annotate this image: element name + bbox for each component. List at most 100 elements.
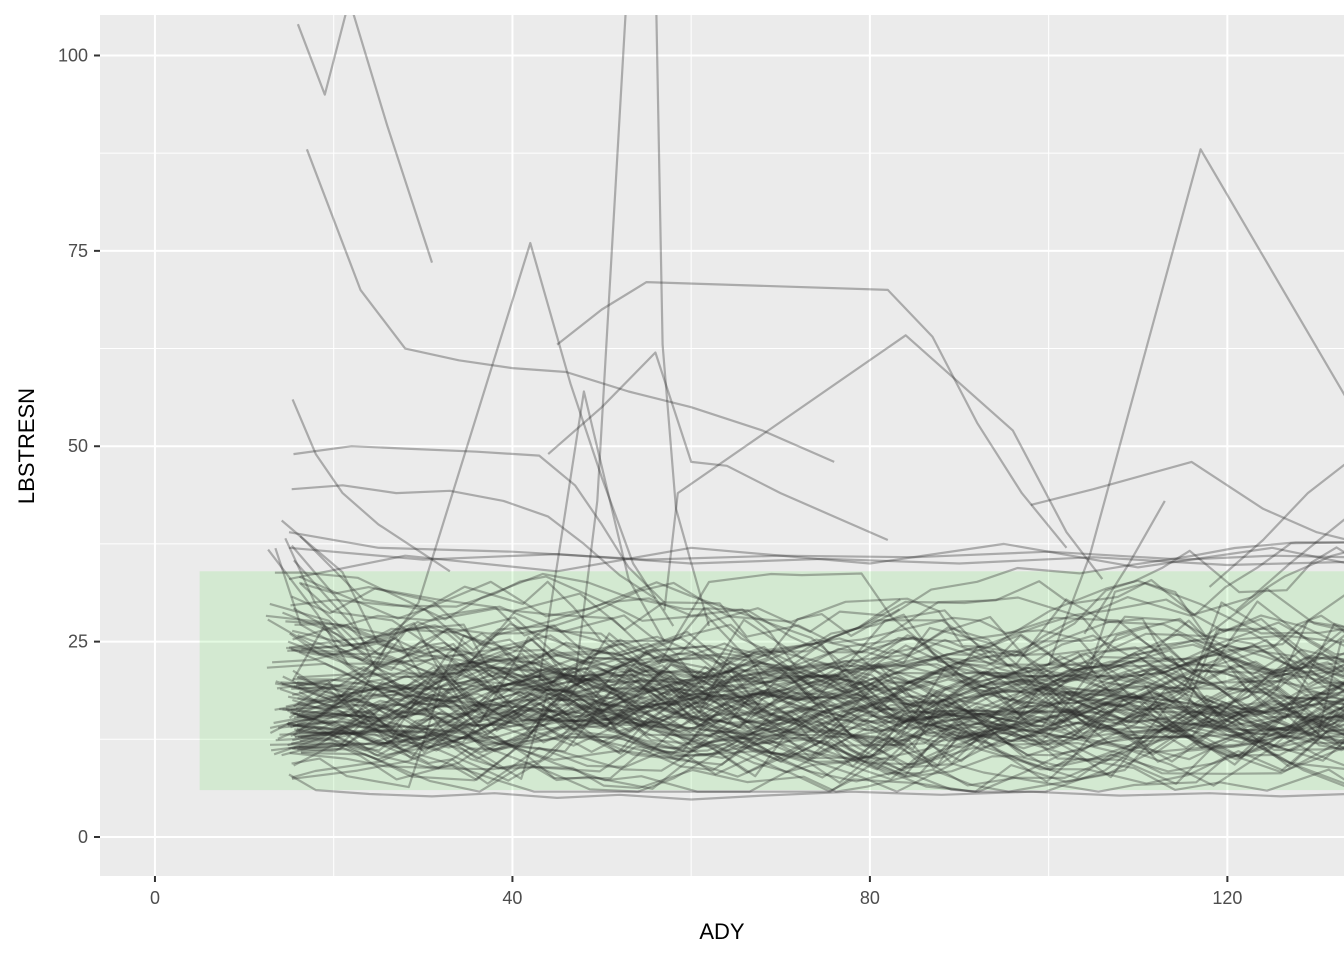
subject-line	[287, 619, 1344, 778]
reference-band-group	[199, 571, 1344, 791]
subject-line-upper	[286, 596, 1344, 678]
subject-line	[290, 635, 819, 745]
subject-line	[295, 670, 1344, 756]
subject-line-outlier	[288, 542, 1344, 581]
subject-line	[293, 616, 1344, 749]
subject-line	[285, 620, 1094, 717]
subject-line	[300, 615, 1344, 787]
subject-line-outlier	[291, 484, 657, 600]
subject-line	[287, 660, 1344, 779]
y-tick-label: 25	[68, 632, 88, 652]
subject-line	[291, 656, 1344, 777]
subject-line	[291, 624, 1344, 793]
subject-line-outlier	[1083, 500, 1166, 635]
subject-line-highstart	[293, 559, 1344, 725]
subject-line-highstart	[267, 548, 1088, 747]
subject-line	[295, 676, 1344, 749]
subject-line	[282, 691, 1344, 770]
subject-line	[290, 635, 1344, 780]
subject-line-outlier	[538, 390, 666, 681]
subject-line-upper	[290, 546, 1344, 678]
subject-line-outlier	[1208, 463, 1344, 588]
subject-line	[297, 648, 1344, 748]
subject-line	[291, 636, 1344, 724]
subject-line	[286, 695, 1344, 785]
subject-line	[298, 581, 1344, 763]
subject-line-outlier	[1030, 460, 1344, 541]
subject-line-upper	[291, 594, 1344, 678]
subject-line	[297, 666, 1344, 771]
subject-line	[289, 632, 1344, 768]
subject-line	[266, 662, 1344, 792]
subject-line-outlier	[292, 241, 675, 737]
subject-line-outlier	[305, 148, 835, 463]
x-axis-title: ADY	[699, 919, 745, 944]
subject-line	[274, 619, 1344, 711]
subject-line-outlier	[352, 15, 434, 263]
subject-line-upper	[292, 598, 901, 678]
subject-line	[292, 632, 1344, 783]
subject-line	[287, 640, 1344, 744]
subject-line	[297, 703, 1344, 793]
y-tick-label: 50	[68, 436, 88, 456]
subject-line	[269, 680, 1167, 758]
subject-line	[287, 652, 1344, 753]
subject-line-outlier	[288, 531, 1344, 561]
y-tick-label: 0	[78, 827, 88, 847]
subject-line	[275, 680, 1344, 778]
subject-line	[297, 700, 1344, 793]
subject-line	[299, 642, 1344, 761]
y-axis-title: LBSTRESN	[14, 388, 39, 504]
axis-ticks	[94, 54, 1229, 882]
subject-line	[297, 582, 1344, 737]
subject-line	[300, 698, 1344, 793]
subject-line	[293, 634, 1344, 754]
subject-line	[293, 712, 1102, 783]
major-gridlines	[100, 15, 1344, 876]
subject-line	[297, 623, 1344, 743]
x-tick-label: 120	[1212, 888, 1242, 908]
subject-line	[280, 675, 782, 729]
subject-line-outlier	[288, 546, 1344, 567]
subject-line-outlier	[547, 351, 889, 542]
subject-line	[288, 618, 1344, 766]
subject-line	[287, 669, 1344, 755]
subject-line	[277, 627, 1344, 778]
subject-line	[294, 652, 1344, 772]
y-tick-label: 100	[58, 45, 88, 65]
subject-line-outlier	[573, 15, 711, 681]
subject-line	[290, 667, 1214, 761]
subject-line	[292, 572, 1344, 763]
subject-line	[297, 609, 1344, 770]
subject-line-upper	[265, 580, 901, 659]
subject-line	[301, 597, 1344, 773]
subject-line-outlier	[663, 334, 1104, 611]
subject-line-highstart	[284, 537, 1344, 765]
subject-line	[279, 636, 1344, 763]
subject-line	[269, 632, 1344, 736]
subject-line-outlier	[291, 398, 451, 573]
subject-line-highstart	[290, 544, 1344, 761]
subject-line	[291, 629, 1344, 753]
subject-line	[293, 680, 1344, 790]
subject-line	[296, 601, 1344, 733]
subject-line	[285, 600, 1344, 737]
subject-line	[288, 670, 1344, 776]
subject-line	[292, 649, 710, 708]
subject-line	[290, 632, 1344, 718]
subject-line	[292, 656, 1344, 780]
subject-line-outlier	[293, 445, 666, 604]
y-tick-label: 75	[68, 241, 88, 261]
subject-line-upper	[274, 541, 1344, 669]
subject-line	[299, 582, 1344, 743]
x-tick-label: 0	[150, 888, 160, 908]
subject-line	[287, 634, 1344, 756]
subject-line-outlier	[1047, 148, 1344, 666]
subject-line	[291, 680, 1197, 738]
subject-line-highstart	[280, 519, 1344, 768]
subject-line-outlier	[288, 773, 1344, 801]
subject-line-highstart	[299, 535, 1344, 739]
subject-line-upper	[299, 575, 1344, 673]
